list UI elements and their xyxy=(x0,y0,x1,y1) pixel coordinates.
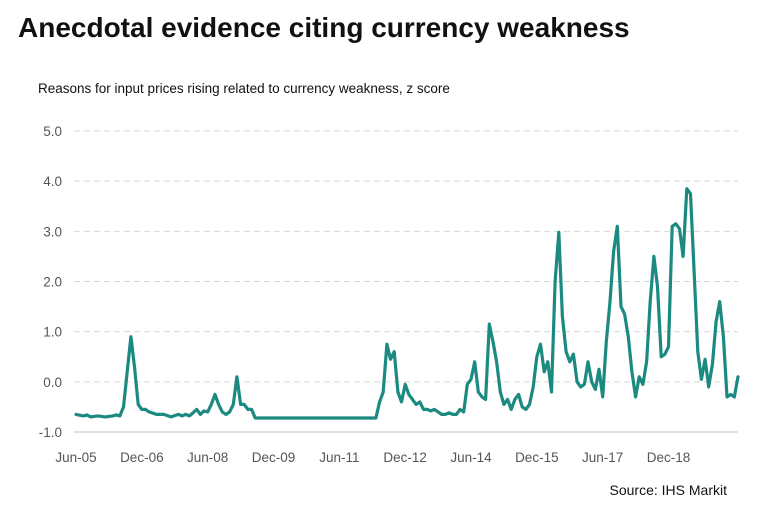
gridlines xyxy=(74,130,738,433)
x-tick-label: Jun-17 xyxy=(582,450,623,465)
x-tick-label: Dec-06 xyxy=(120,450,164,465)
source-note: Source: IHS Markit xyxy=(609,482,727,498)
x-tick-label: Dec-12 xyxy=(383,450,427,465)
x-axis-ticks: Jun-05 Dec-06 Jun-08 Dec-09 Jun-11 Dec-12 Jun-… xyxy=(55,450,690,465)
y-tick-label: 4.0 xyxy=(43,174,62,189)
x-tick-label: Dec-15 xyxy=(515,450,559,465)
chart-title: Anecdotal evidence citing currency weakn… xyxy=(18,12,630,43)
x-tick-label: Dec-18 xyxy=(647,450,691,465)
y-tick-label: 0.0 xyxy=(43,375,62,390)
x-tick-label: Jun-08 xyxy=(187,450,228,465)
y-tick-label: -1.0 xyxy=(39,425,62,440)
y-axis-ticks: 5.0 4.0 3.0 2.0 1.0 0.0 -1.0 xyxy=(39,124,62,440)
y-tick-label: 2.0 xyxy=(43,275,62,290)
y-tick-label: 1.0 xyxy=(43,325,62,340)
x-tick-label: Dec-09 xyxy=(252,450,296,465)
chart-subtitle: Reasons for input prices rising related … xyxy=(38,81,450,96)
y-tick-label: 5.0 xyxy=(43,124,62,139)
x-tick-label: Jun-11 xyxy=(319,450,359,465)
y-tick-label: 3.0 xyxy=(43,224,62,239)
x-tick-label: Jun-05 xyxy=(55,450,96,465)
series-line xyxy=(74,187,740,420)
x-tick-label: Jun-14 xyxy=(450,450,492,465)
series-layer xyxy=(74,187,740,420)
